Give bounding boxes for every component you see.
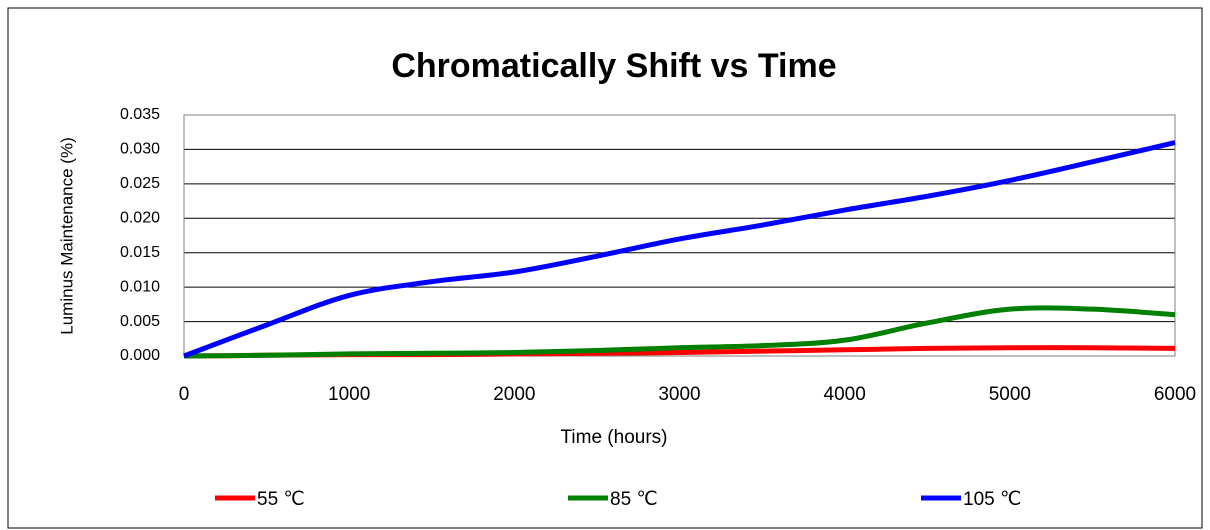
y-tick-label: 0.005 [120,313,160,330]
legend-label: 85 ℃ [610,489,658,510]
series-line [183,305,1176,359]
x-tick-label: 4000 [824,384,866,405]
plot-area [183,114,1176,357]
x-tick-label: 1000 [328,384,370,405]
legend-label: 55 ℃ [257,489,305,510]
y-tick-label: 0.030 [120,141,160,158]
series-line [183,140,1176,359]
x-axis-label: Time (hours) [561,427,668,448]
x-tick-label: 3000 [658,384,700,405]
legend-label: 105 ℃ [963,489,1021,510]
chart-frame [7,7,1203,529]
x-tick-label: 2000 [493,384,535,405]
x-tick-label: 5000 [989,384,1031,405]
x-tick-label: 6000 [1154,384,1196,405]
y-tick-label: 0.025 [120,175,160,192]
x-tick-label: 0 [179,384,190,405]
y-axis-label: Luminus Maintenance (%) [57,137,76,334]
y-tick-label: 0.000 [120,347,160,364]
y-tick-label: 0.035 [120,106,160,123]
y-tick-label: 0.015 [120,244,160,261]
chart-title: Chromatically Shift vs Time [391,47,836,85]
y-tick-label: 0.020 [120,210,160,227]
y-tick-label: 0.010 [120,278,160,295]
